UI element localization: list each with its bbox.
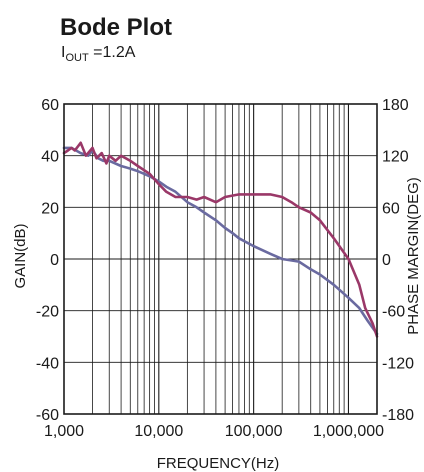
phase-margin-line [62, 141, 379, 338]
y-tick-label: 60 [41, 97, 59, 114]
y-tick-label: -20 [36, 304, 59, 321]
y2-tick-label: -180 [382, 407, 414, 424]
x-tick-label: 1,000,000 [313, 423, 384, 440]
x-tick-label: 1,000 [44, 423, 84, 440]
y-axis-label: GAIN(dB) [12, 223, 29, 288]
subtitle-subscript: OUT [65, 52, 89, 64]
subtitle-suffix: =1.2A [88, 44, 136, 61]
series-layer [62, 141, 379, 338]
y-tick-label: 0 [50, 252, 59, 269]
y-tick-label: 20 [41, 200, 59, 217]
y-tick-label: -40 [36, 355, 59, 372]
y2-tick-label: 120 [382, 149, 409, 166]
y2-tick-label: 180 [382, 97, 409, 114]
y2-tick-label: 0 [382, 252, 391, 269]
x-axis-label: FREQUENCY(Hz) [157, 455, 280, 472]
axis-layer [63, 103, 378, 415]
plot-frame [63, 103, 378, 415]
gain-line [62, 146, 379, 336]
chart-subtitle: IOUT =1.2A [61, 44, 136, 64]
y2-tick-label: 60 [382, 200, 400, 217]
y2-tick-label: -120 [382, 355, 414, 372]
chart-title: Bode Plot [60, 14, 172, 41]
x-tick-label: 10,000 [134, 423, 183, 440]
y-tick-label: 40 [41, 149, 59, 166]
x-tick-label: 100,000 [225, 423, 283, 440]
y-tick-label: -60 [36, 407, 59, 424]
tick-layer: 6040200-20-40-60180120600-60-120-1801,00… [36, 97, 414, 440]
y2-tick-label: -60 [382, 304, 405, 321]
subtitle-prefix: I [61, 44, 66, 61]
y2-axis-label: PHASE MARGIN(DEG) [405, 177, 422, 335]
grid-layer [64, 103, 377, 415]
